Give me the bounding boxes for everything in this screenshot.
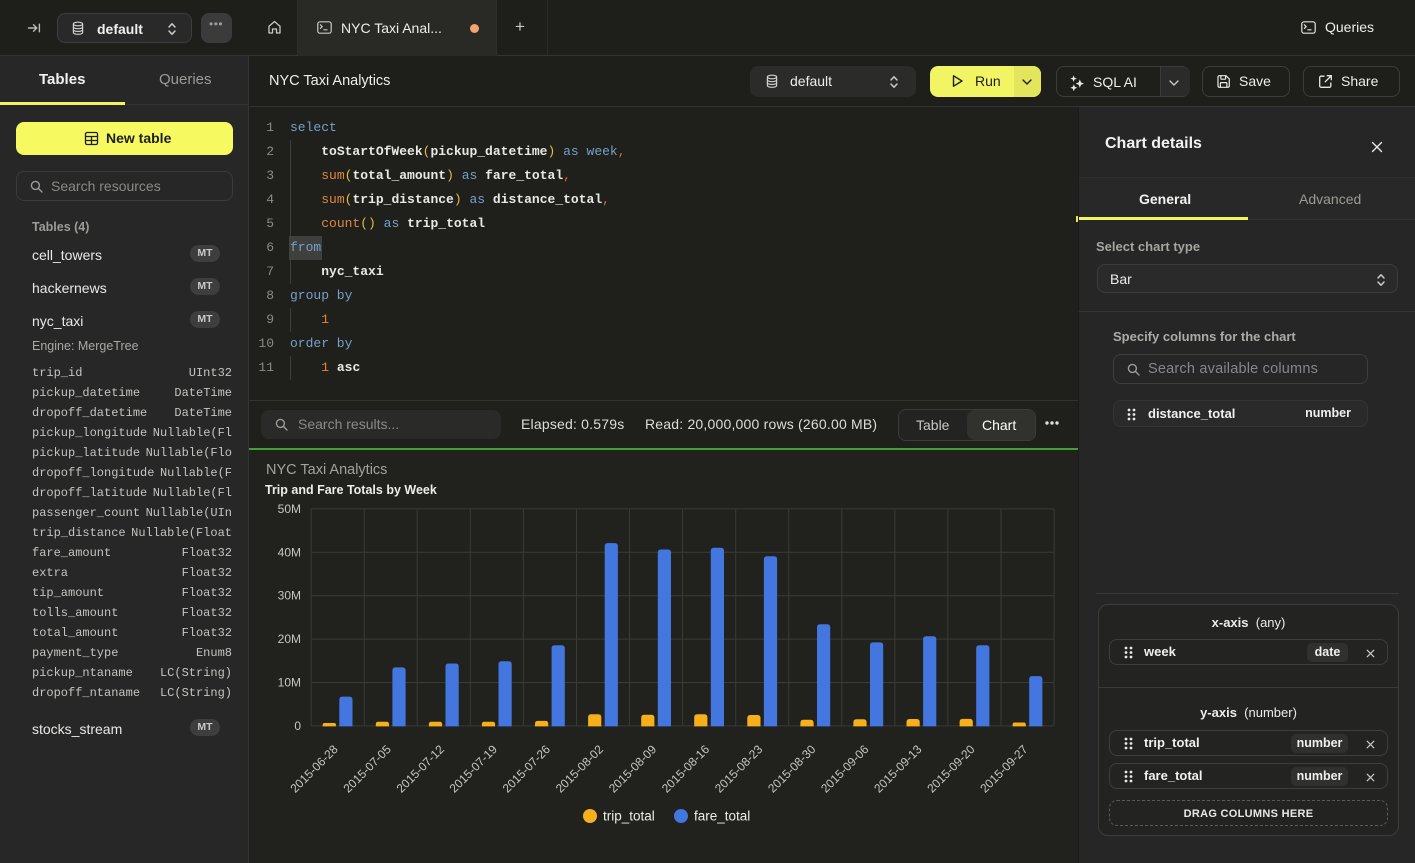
svg-text:2015-07-12: 2015-07-12 xyxy=(394,742,448,796)
svg-text:2015-06-28: 2015-06-28 xyxy=(287,742,341,796)
svg-text:2015-07-19: 2015-07-19 xyxy=(447,742,501,796)
svg-text:2015-08-23: 2015-08-23 xyxy=(712,742,766,796)
svg-text:0: 0 xyxy=(294,719,301,733)
svg-text:50M: 50M xyxy=(278,502,301,516)
svg-text:2015-09-06: 2015-09-06 xyxy=(818,742,872,796)
svg-text:2015-08-02: 2015-08-02 xyxy=(553,742,607,796)
svg-text:2015-07-26: 2015-07-26 xyxy=(500,742,554,796)
svg-text:10M: 10M xyxy=(278,676,301,690)
svg-text:20M: 20M xyxy=(278,632,301,646)
svg-text:2015-08-09: 2015-08-09 xyxy=(606,742,660,796)
svg-text:2015-08-16: 2015-08-16 xyxy=(659,742,713,796)
svg-text:2015-09-20: 2015-09-20 xyxy=(924,742,978,796)
svg-text:2015-09-27: 2015-09-27 xyxy=(977,742,1031,796)
svg-text:fare_total: fare_total xyxy=(694,809,750,824)
svg-text:trip_total: trip_total xyxy=(603,809,655,824)
svg-text:40M: 40M xyxy=(278,545,301,559)
svg-text:30M: 30M xyxy=(278,589,301,603)
svg-text:2015-08-30: 2015-08-30 xyxy=(765,742,819,796)
svg-text:2015-07-05: 2015-07-05 xyxy=(341,742,395,796)
svg-text:2015-09-13: 2015-09-13 xyxy=(871,742,925,796)
